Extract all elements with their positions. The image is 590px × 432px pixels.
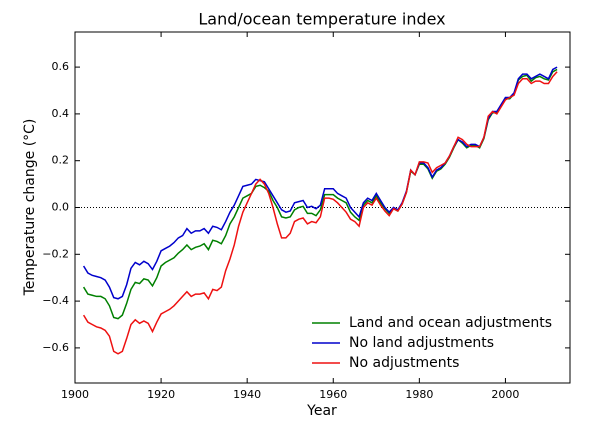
x-tick-label: 1980 <box>405 388 433 401</box>
x-tick-label: 2000 <box>491 388 519 401</box>
y-tick-label: 0.6 <box>52 60 70 73</box>
y-axis-label: Temperature change (°C) <box>22 119 38 297</box>
y-tick-label: 0.4 <box>52 107 70 120</box>
plot-frame <box>74 31 571 384</box>
y-tick-label: −0.4 <box>42 294 69 307</box>
x-tick-label: 1920 <box>147 388 175 401</box>
x-axis-label: Year <box>306 403 337 419</box>
chart-title: Land/ocean temperature index <box>198 10 445 29</box>
x-tick-label: 1940 <box>233 388 261 401</box>
legend-label: Land and ocean adjustments <box>349 315 552 331</box>
legend-label: No adjustments <box>349 355 459 371</box>
series-line <box>82 66 558 300</box>
y-tick-label: −0.2 <box>42 247 69 260</box>
x-tick-label: 1900 <box>61 388 89 401</box>
y-tick-label: 0.0 <box>52 201 70 214</box>
y-tick-label: −0.6 <box>42 341 69 354</box>
series-line <box>82 71 558 355</box>
series-line <box>82 68 558 320</box>
y-tick-label: 0.2 <box>52 154 70 167</box>
legend-label: No land adjustments <box>349 335 494 351</box>
x-tick-label: 1960 <box>319 388 347 401</box>
